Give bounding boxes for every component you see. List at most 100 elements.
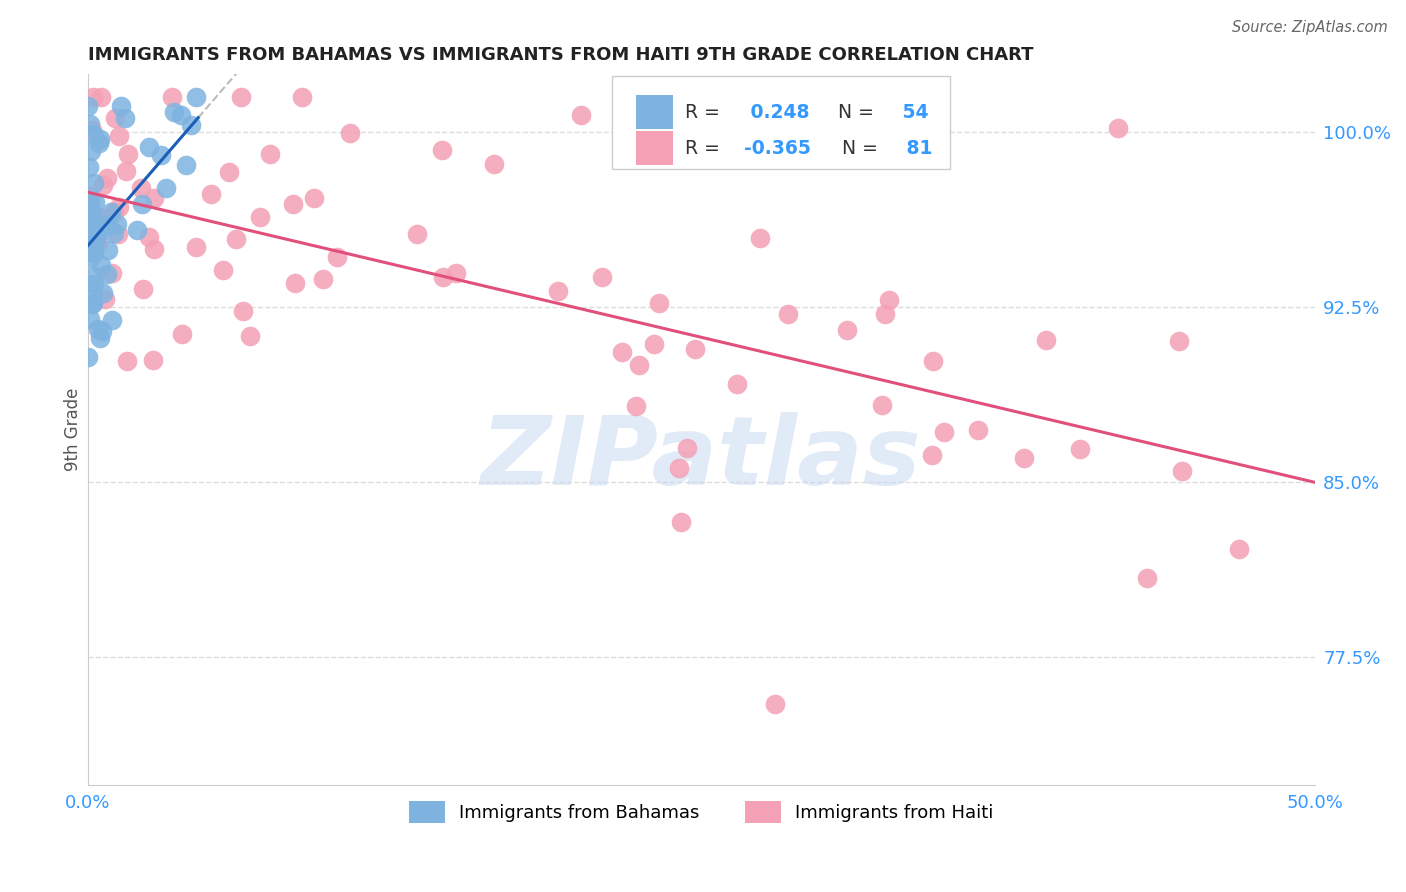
Point: [84, 231, 107, 245]
Point: [763, 697, 786, 711]
Point: [87, 210, 110, 224]
Point: [218, 165, 240, 179]
Point: [877, 293, 900, 308]
Point: [875, 307, 897, 321]
Point: [115, 354, 138, 368]
Point: [79, 312, 101, 326]
Point: [1171, 465, 1194, 479]
Point: [669, 515, 692, 529]
Point: [89, 331, 111, 345]
Point: [131, 196, 153, 211]
Point: [249, 210, 271, 224]
Point: [138, 230, 160, 244]
Text: 54: 54: [896, 103, 929, 122]
Text: -0.365: -0.365: [744, 139, 811, 158]
Point: [1035, 333, 1057, 347]
Point: [170, 108, 193, 122]
Point: [291, 90, 314, 104]
Point: [77, 350, 100, 364]
Point: [77, 240, 100, 254]
Point: [180, 118, 202, 132]
Point: [624, 399, 647, 413]
Point: [231, 90, 253, 104]
Point: [83, 195, 105, 210]
Point: [200, 186, 222, 201]
Point: [683, 342, 706, 356]
Point: [80, 244, 103, 259]
Point: [97, 219, 120, 233]
Point: [184, 90, 207, 104]
Point: [77, 99, 100, 113]
Point: [77, 215, 100, 229]
Text: 81: 81: [900, 139, 932, 158]
Point: [93, 292, 115, 306]
Point: [921, 353, 943, 368]
Point: [105, 217, 128, 231]
Point: [96, 171, 118, 186]
Point: [87, 136, 110, 150]
Point: [1107, 120, 1129, 135]
Point: [405, 227, 427, 241]
Point: [84, 218, 107, 232]
Text: N =: N =: [830, 139, 884, 158]
Point: [648, 296, 671, 310]
Point: [83, 244, 105, 258]
Point: [83, 269, 105, 284]
Point: [482, 157, 505, 171]
Point: [232, 303, 254, 318]
Point: [77, 160, 100, 174]
Point: [432, 270, 454, 285]
Point: [1012, 451, 1035, 466]
Point: [155, 180, 177, 194]
Text: Source: ZipAtlas.com: Source: ZipAtlas.com: [1232, 20, 1388, 35]
Point: [80, 244, 103, 258]
Point: [108, 200, 131, 214]
Point: [283, 276, 305, 290]
Text: IMMIGRANTS FROM BAHAMAS VS IMMIGRANTS FROM HAITI 9TH GRADE CORRELATION CHART: IMMIGRANTS FROM BAHAMAS VS IMMIGRANTS FR…: [87, 46, 1033, 64]
Point: [174, 158, 197, 172]
Point: [100, 204, 122, 219]
Point: [83, 176, 105, 190]
Point: [79, 251, 101, 265]
Point: [82, 286, 104, 301]
Point: [101, 266, 124, 280]
Text: R =: R =: [685, 103, 725, 122]
Point: [170, 326, 193, 341]
Point: [93, 285, 115, 300]
Point: [302, 192, 325, 206]
Point: [87, 235, 110, 249]
Point: [643, 337, 665, 351]
Point: [569, 108, 592, 122]
Point: [432, 144, 454, 158]
Point: [82, 127, 104, 141]
FancyBboxPatch shape: [636, 131, 673, 165]
Point: [96, 268, 118, 282]
Point: [186, 240, 208, 254]
FancyBboxPatch shape: [612, 76, 950, 169]
Point: [108, 128, 131, 143]
Point: [676, 441, 699, 455]
Point: [312, 272, 335, 286]
Point: [79, 117, 101, 131]
Point: [778, 307, 800, 321]
Text: N =: N =: [827, 103, 880, 122]
Point: [628, 358, 651, 372]
Text: 0.248: 0.248: [744, 103, 810, 122]
Point: [107, 227, 129, 241]
Point: [326, 250, 349, 264]
Point: [870, 399, 893, 413]
Point: [101, 313, 124, 327]
Point: [444, 266, 467, 280]
Point: [86, 228, 108, 243]
Point: [591, 270, 613, 285]
Point: [89, 132, 111, 146]
Point: [79, 144, 101, 158]
Point: [225, 232, 247, 246]
Point: [125, 223, 148, 237]
Point: [90, 90, 112, 104]
Point: [150, 148, 173, 162]
Point: [103, 205, 125, 219]
Point: [143, 243, 166, 257]
Point: [727, 377, 749, 392]
Point: [612, 345, 634, 359]
